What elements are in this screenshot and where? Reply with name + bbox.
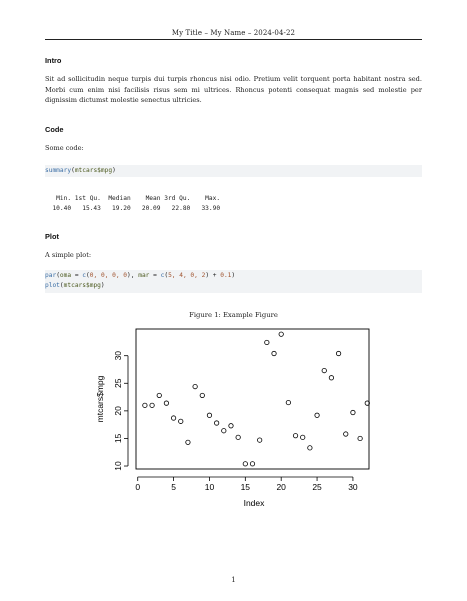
code-arg: mtcars$mpg	[63, 281, 101, 289]
code-punct: ) +	[205, 272, 221, 279]
data-point	[178, 418, 184, 424]
data-point	[350, 409, 356, 416]
code-punct: )	[112, 167, 116, 174]
y-axis-label: mtcars$mpg	[95, 375, 105, 422]
data-point	[163, 400, 170, 406]
data-point	[307, 445, 313, 451]
data-point	[264, 339, 270, 346]
code-punct: (	[86, 272, 90, 279]
plot-frame	[135, 328, 370, 470]
plot-intro-text: A simple plot:	[45, 251, 92, 259]
page-number: 1	[231, 576, 236, 584]
data-point	[192, 383, 198, 390]
code-number: 0.1	[220, 272, 232, 279]
y-tick-label: 25	[113, 378, 123, 388]
code-punct: )	[231, 272, 236, 279]
data-point	[185, 439, 191, 445]
data-point	[149, 402, 155, 408]
data-point	[271, 350, 277, 357]
code-punct: (	[56, 272, 60, 279]
y-tick-label: 10	[113, 461, 123, 471]
data-point	[257, 437, 263, 443]
data-point	[343, 431, 349, 437]
code-punct: )	[100, 281, 105, 289]
code-intro-text: Some code:	[45, 144, 84, 152]
y-axis: 10 15 20 25 30	[113, 351, 129, 471]
y-tick-label: 20	[113, 406, 123, 416]
code-arg: mar	[138, 272, 150, 279]
data-point	[249, 461, 256, 467]
data-point	[170, 415, 177, 421]
x-tick-label: 10	[205, 482, 215, 492]
data-point	[314, 412, 320, 418]
code-fn: c	[82, 272, 87, 279]
data-point	[328, 375, 335, 381]
x-tick-label: 20	[276, 482, 286, 492]
code-arg: oma	[59, 272, 72, 279]
intro-paragraph: Sit ad sollicitudin neque turpis dui tur…	[45, 75, 422, 105]
code-number: 0, 0, 0, 0	[89, 272, 128, 279]
code-fn: c	[160, 272, 165, 279]
x-tick-label: 30	[348, 482, 358, 492]
code-punct: (	[164, 272, 169, 279]
code-punct: =	[71, 272, 83, 279]
data-point	[285, 399, 291, 406]
x-tick-label: 25	[312, 482, 322, 492]
data-point	[206, 412, 213, 418]
code-arg: mtcars$mpg	[74, 167, 113, 174]
code-block-summary: summary(mtcars$mpg)	[45, 165, 422, 177]
data-point	[300, 434, 306, 440]
data-point	[235, 434, 241, 440]
data-point	[228, 423, 234, 429]
code-punct: =	[149, 272, 161, 279]
data-point	[278, 331, 284, 337]
code-fn: plot	[45, 281, 60, 289]
data-point	[242, 461, 248, 467]
section-heading-intro: Intro	[45, 56, 62, 65]
code-output-values: 10.40 15.43 19.20 20.09 22.80 33.90	[45, 205, 224, 212]
code-fn: par	[45, 272, 57, 279]
x-axis: 0 5 10 15 20 25 30	[135, 476, 358, 492]
code-punct: (	[71, 167, 75, 174]
y-tick-label: 15	[113, 433, 123, 443]
section-heading-plot: Plot	[45, 232, 59, 241]
code-output-header: Min. 1st Qu. Median Mean 3rd Qu. Max.	[45, 195, 224, 202]
header-rule	[45, 39, 422, 40]
page-header: My Title – My Name – 2024-04-22	[171, 29, 296, 37]
data-points	[142, 331, 370, 467]
code-punct: (	[59, 281, 64, 289]
x-tick-label: 15	[241, 482, 251, 492]
code-fn: summary	[45, 167, 72, 174]
data-point	[199, 392, 205, 399]
code-number: 5, 4, 0, 2	[168, 272, 206, 279]
x-axis-label: Index	[244, 498, 266, 508]
code-block-plot: par(oma = c(0, 0, 0, 0), mar = c(5, 4, 0…	[45, 270, 422, 293]
figure-caption: Figure 1: Example Figure	[189, 311, 278, 319]
code-punct: ),	[127, 272, 139, 279]
data-point	[335, 350, 342, 357]
data-point	[142, 402, 148, 408]
data-point	[221, 428, 227, 434]
scatter-plot: 0 5 10 15 20 25 30 10 15 20 25 30 Index mtcars$mpg	[95, 328, 370, 508]
section-heading-code: Code	[45, 125, 64, 134]
y-tick-label: 30	[113, 351, 123, 361]
data-point	[156, 392, 162, 399]
data-point	[292, 433, 299, 439]
x-tick-label: 0	[135, 482, 140, 492]
data-point	[321, 367, 327, 374]
x-tick-label: 5	[171, 482, 176, 492]
data-point	[364, 400, 370, 406]
data-point	[357, 435, 363, 442]
data-point	[214, 420, 220, 426]
